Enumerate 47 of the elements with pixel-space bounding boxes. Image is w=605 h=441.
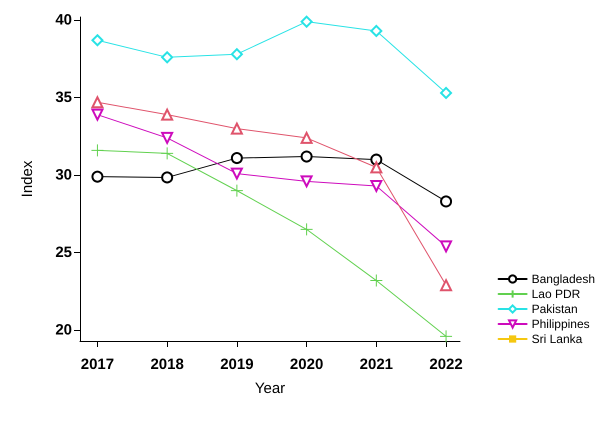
x-tick-label: 2017 [80,356,114,373]
legend-label: Lao PDR [532,287,581,301]
point [230,48,243,60]
y-tick-label: 30 [55,166,72,184]
point [440,330,453,343]
point [300,222,314,236]
point [230,184,244,198]
point [161,132,174,144]
point [300,16,313,28]
point [91,96,104,108]
point [300,175,313,188]
y-tick-label: 25 [55,244,72,262]
point [230,152,243,164]
legend-label: Bangladesh [532,272,596,286]
point [440,86,452,99]
point [370,274,383,288]
legend-label: Sri Lanka [532,332,583,346]
point [90,144,104,157]
point [230,122,243,135]
point [440,195,452,208]
point [440,279,452,292]
x-tick-label: 2022 [429,356,463,373]
y-tick-label: 40 [55,12,72,29]
point [91,34,104,46]
point [160,146,174,160]
y-tick-label: 20 [55,322,72,339]
legend-label: Philippines [532,317,590,331]
point [300,150,313,163]
point [91,170,104,183]
x-tick-label: 2019 [220,356,254,373]
point [370,161,382,174]
y-tick-label: 35 [55,89,72,106]
x-tick-label: 2021 [360,356,394,373]
y-axis-title: Index [19,160,36,198]
point [300,132,313,144]
x-tick-label: 2020 [290,356,324,373]
point [440,240,452,252]
point [161,171,174,184]
legend-label: Pakistan [532,302,578,316]
point [370,24,382,37]
point [230,168,243,180]
point [91,108,104,121]
point [161,108,174,121]
point [161,51,174,64]
x-axis-title: Year [254,380,286,397]
x-tick-label: 2018 [150,356,184,373]
point [370,180,382,192]
